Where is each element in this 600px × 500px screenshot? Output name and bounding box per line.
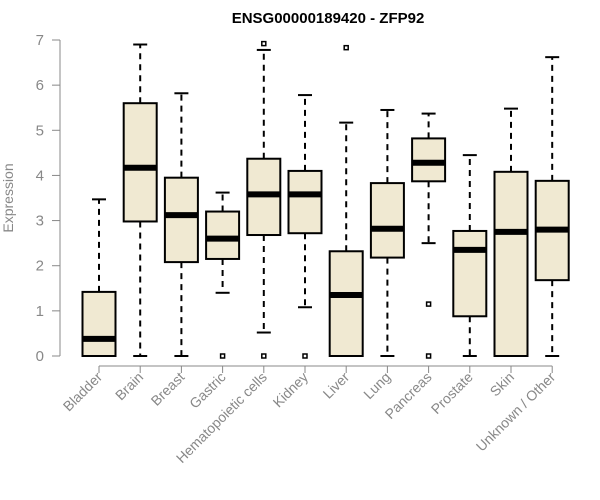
box-pancreas	[411, 112, 447, 359]
x-tick-label: Brain	[112, 369, 146, 403]
box-gastric	[205, 191, 241, 359]
outlier-point	[343, 44, 349, 51]
x-tick-label: Skin	[487, 369, 518, 400]
outlier-point	[302, 353, 308, 359]
iqr-box	[493, 170, 529, 357]
iqr-box	[287, 169, 323, 235]
y-tick-label: 6	[36, 77, 44, 94]
box-breast	[163, 92, 199, 357]
x-tick-label: Bladder	[60, 369, 106, 415]
y-tick-label: 7	[36, 32, 44, 49]
y-tick-label: 5	[36, 122, 44, 139]
outlier-point	[219, 353, 226, 359]
y-tick-label: 0	[36, 348, 44, 365]
y-tick-label: 4	[36, 167, 44, 184]
outlier-point	[261, 353, 267, 359]
iqr-box	[163, 176, 199, 264]
iqr-box	[122, 102, 158, 223]
y-axis-label: Expression	[0, 163, 16, 232]
axes: 0 1 2 3 4 5 6 7	[36, 32, 553, 373]
x-tick-label: Prostate	[428, 369, 476, 417]
x-tick-label: Breast	[148, 369, 188, 409]
box-hematopoietic-cells	[246, 40, 282, 359]
iqr-box	[205, 210, 241, 260]
box-brain	[122, 43, 158, 357]
iqr-box	[328, 250, 364, 357]
outlier-point	[425, 301, 432, 307]
x-tick-label: Liver	[320, 369, 353, 402]
x-tick-label: Lung	[360, 369, 393, 402]
iqr-box	[369, 182, 405, 259]
y-tick-label: 2	[36, 258, 44, 275]
chart-title: ENSG00000189420 - ZFP92	[232, 10, 425, 27]
box-kidney	[287, 94, 323, 359]
iqr-box	[81, 290, 117, 358]
outlier-point	[425, 353, 432, 359]
box-liver	[328, 44, 364, 357]
box-unknown-other	[534, 56, 570, 357]
x-tick-label: Kidney	[270, 369, 312, 411]
box-prostate	[452, 154, 488, 357]
boxes-group	[81, 40, 570, 359]
box-bladder	[81, 198, 117, 358]
box-skin	[493, 107, 529, 357]
y-tick-label: 3	[36, 213, 44, 230]
y-tick-label: 1	[36, 303, 44, 320]
outlier-point	[261, 40, 267, 47]
box-lung	[369, 108, 405, 357]
iqr-box	[452, 229, 488, 318]
